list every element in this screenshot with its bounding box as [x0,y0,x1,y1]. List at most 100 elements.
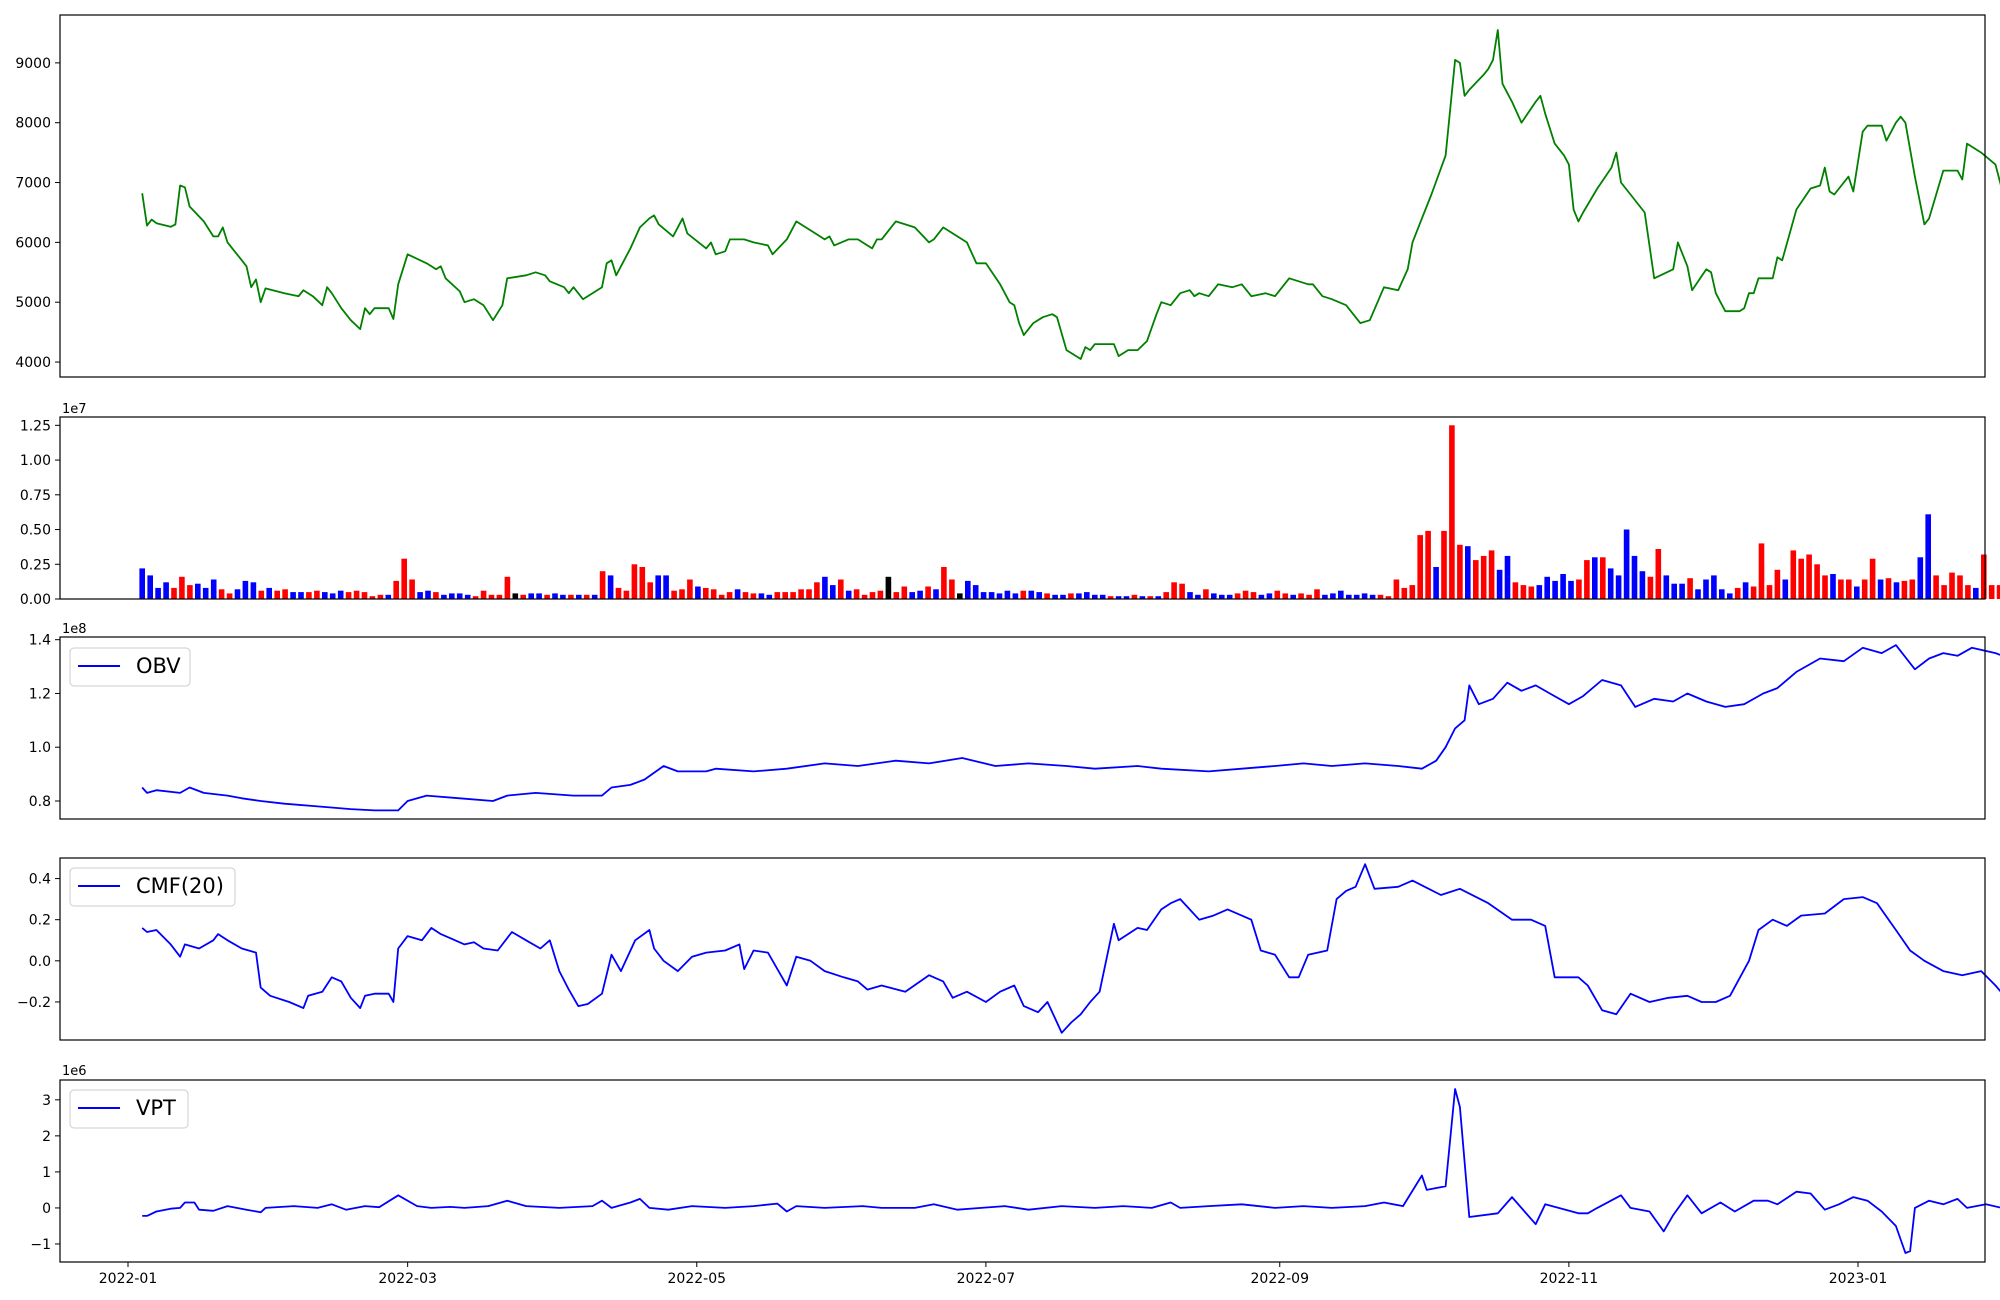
volume-bar [449,593,455,599]
vpt-line [142,1088,2000,1254]
volume-bar [1965,585,1971,599]
volume-bar [1814,564,1820,599]
volume-bar [1338,590,1344,599]
volume-offset-label: 1e7 [62,402,87,417]
volume-bar [1139,596,1146,599]
price-series [141,29,2000,360]
volume-bar [298,592,304,599]
volume-bar [1782,579,1789,599]
x-tick-label: 2022-07 [957,1271,1016,1287]
obv-panel: 0.8 1.0 1.2 1.4 1e8 OBV [29,622,2000,820]
volume-bar [1361,593,1368,599]
volume-bar [1838,579,1844,599]
volume-bar [583,594,590,599]
obv-y-tick-label: 1.0 [29,740,51,756]
volume-bar [1719,589,1725,599]
volume-bar [1226,594,1233,599]
volume-y-tick-label: 0.75 [20,488,51,504]
volume-bar [1885,578,1892,599]
volume-bar [1957,575,1963,599]
volume-bar [1099,594,1106,599]
volume-bar [1631,555,1638,599]
volume-bar [1425,530,1431,599]
price-axes-frame [59,14,1986,378]
volume-bar [1298,593,1304,599]
volume-bar [480,590,487,599]
volume-bar [274,590,280,599]
volume-bar [1060,594,1066,599]
volume-bar [250,582,257,599]
volume-bar [623,590,630,599]
volume-bar [1933,575,1939,599]
volume-bar [1925,514,1931,599]
volume-bar [591,594,598,599]
volume-y-ticks: 0.00 0.25 0.50 0.75 1.00 1.25 [20,418,60,608]
volume-bar [306,592,312,599]
volume-bar [631,564,638,599]
volume-bar [655,575,661,599]
volume-bar [329,593,336,599]
volume-bar [1774,569,1781,599]
volume-bar [218,589,225,599]
volume-bar [1584,560,1590,599]
volume-bar [226,593,233,599]
volume-bar [869,592,876,599]
volume-bar [1504,555,1511,599]
volume-bar [1203,589,1209,599]
volume-bar [1076,593,1082,599]
volume-bar [1465,546,1471,599]
x-tick-label: 2022-03 [378,1271,437,1287]
volume-bar [195,583,201,599]
volume-bar [258,590,265,599]
volume-bar [1687,578,1693,599]
volume-bar [726,592,733,599]
cmf-panel: −0.2 0.0 0.2 0.4 CMF(20) [17,857,2000,1041]
volume-bar [464,594,471,599]
volume-bar [949,579,955,599]
volume-bar [369,596,376,599]
volume-bar [1330,593,1336,599]
volume-bar [290,592,296,599]
volume-bar [933,589,939,599]
volume-bar [147,575,153,599]
obv-y-tick-label: 0.8 [29,794,51,810]
price-y-tick-label: 5000 [15,295,51,311]
volume-bar [512,593,519,599]
obv-offset-label: 1e8 [62,622,87,637]
volume-bar [845,590,852,599]
volume-bar [1671,583,1677,599]
volume-bar [1861,579,1868,599]
volume-bar [488,594,495,599]
obv-legend-label: OBV [136,654,181,678]
volume-bar [1909,579,1916,599]
volume-bar [1147,596,1154,599]
obv-y-ticks: 0.8 1.0 1.2 1.4 [29,633,60,810]
volume-bar [1917,557,1924,599]
volume-bar [671,590,677,599]
volume-bar [266,587,272,599]
volume-bar [496,594,503,599]
volume-bar [1695,589,1701,599]
price-y-tick-label: 9000 [15,56,51,72]
vpt-y-tick-label: 2 [42,1129,51,1145]
x-tick-label: 2023-01 [1829,1271,1888,1287]
volume-bar [1830,574,1836,599]
obv-legend: OBV [69,647,191,687]
volume-bar [1322,594,1328,599]
volume-bar [1996,585,2000,599]
volume-bar [1036,592,1042,599]
volume-axes-frame [59,416,1986,600]
volume-bar [1846,579,1852,599]
volume-bar [1369,594,1376,599]
volume-bar [179,576,185,599]
volume-bar [734,589,741,599]
volume-bar [234,589,241,599]
volume-bar [1107,596,1114,599]
volume-bar [1528,586,1535,599]
volume-bar [1544,576,1550,599]
volume-bar [417,592,423,599]
obv-axes-frame [59,636,1986,820]
cmf-y-tick-label: 0.2 [29,913,51,929]
volume-bar [1179,583,1185,599]
